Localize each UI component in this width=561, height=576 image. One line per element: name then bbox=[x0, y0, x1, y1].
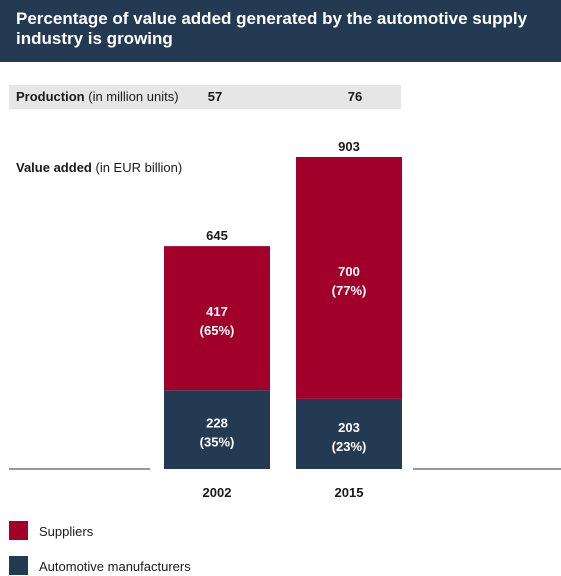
chart-title: Percentage of value added generated by t… bbox=[0, 0, 561, 62]
bar-label-manufacturers-2002: 228 bbox=[206, 416, 228, 431]
bar-percent-manufacturers-2015: (23%) bbox=[332, 439, 367, 454]
bar-label-suppliers-2015: 700 bbox=[338, 264, 360, 279]
value-added-label: Value added (in EUR billion) bbox=[16, 160, 182, 175]
bar-percent-manufacturers-2002: (35%) bbox=[200, 435, 235, 450]
legend-label-suppliers: Suppliers bbox=[39, 524, 94, 539]
bar-manufacturers-2002 bbox=[164, 390, 270, 469]
production-label: Production (in million units) bbox=[16, 89, 179, 104]
bar-suppliers-2002 bbox=[164, 246, 270, 391]
production-value-2015: 76 bbox=[347, 89, 363, 104]
legend-swatch-manufacturers bbox=[9, 556, 28, 575]
x-tick-label-2002: 2002 bbox=[203, 485, 232, 500]
bar-label-suppliers-2002: 417 bbox=[206, 304, 228, 319]
value-added-label-unit: (in EUR billion) bbox=[95, 160, 183, 175]
bar-label-manufacturers-2015: 203 bbox=[338, 420, 360, 435]
bar-percent-suppliers-2002: (65%) bbox=[200, 323, 235, 338]
production-label-bold: Production bbox=[16, 89, 85, 104]
bar-percent-suppliers-2015: (77%) bbox=[332, 283, 367, 298]
production-value-2002: 57 bbox=[207, 89, 223, 104]
legend-swatch-suppliers bbox=[9, 521, 28, 540]
total-label-2015: 903 bbox=[338, 139, 360, 154]
bar-manufacturers-2015 bbox=[296, 398, 402, 469]
bar-suppliers-2015 bbox=[296, 157, 402, 399]
production-label-unit: (in million units) bbox=[88, 89, 179, 104]
legend-label-manufacturers: Automotive manufacturers bbox=[39, 559, 191, 574]
total-label-2002: 645 bbox=[206, 228, 228, 243]
value-added-label-bold: Value added bbox=[16, 160, 92, 175]
production-row: Production (in million units) 57 76 bbox=[9, 85, 401, 109]
x-tick-label-2015: 2015 bbox=[335, 485, 364, 500]
